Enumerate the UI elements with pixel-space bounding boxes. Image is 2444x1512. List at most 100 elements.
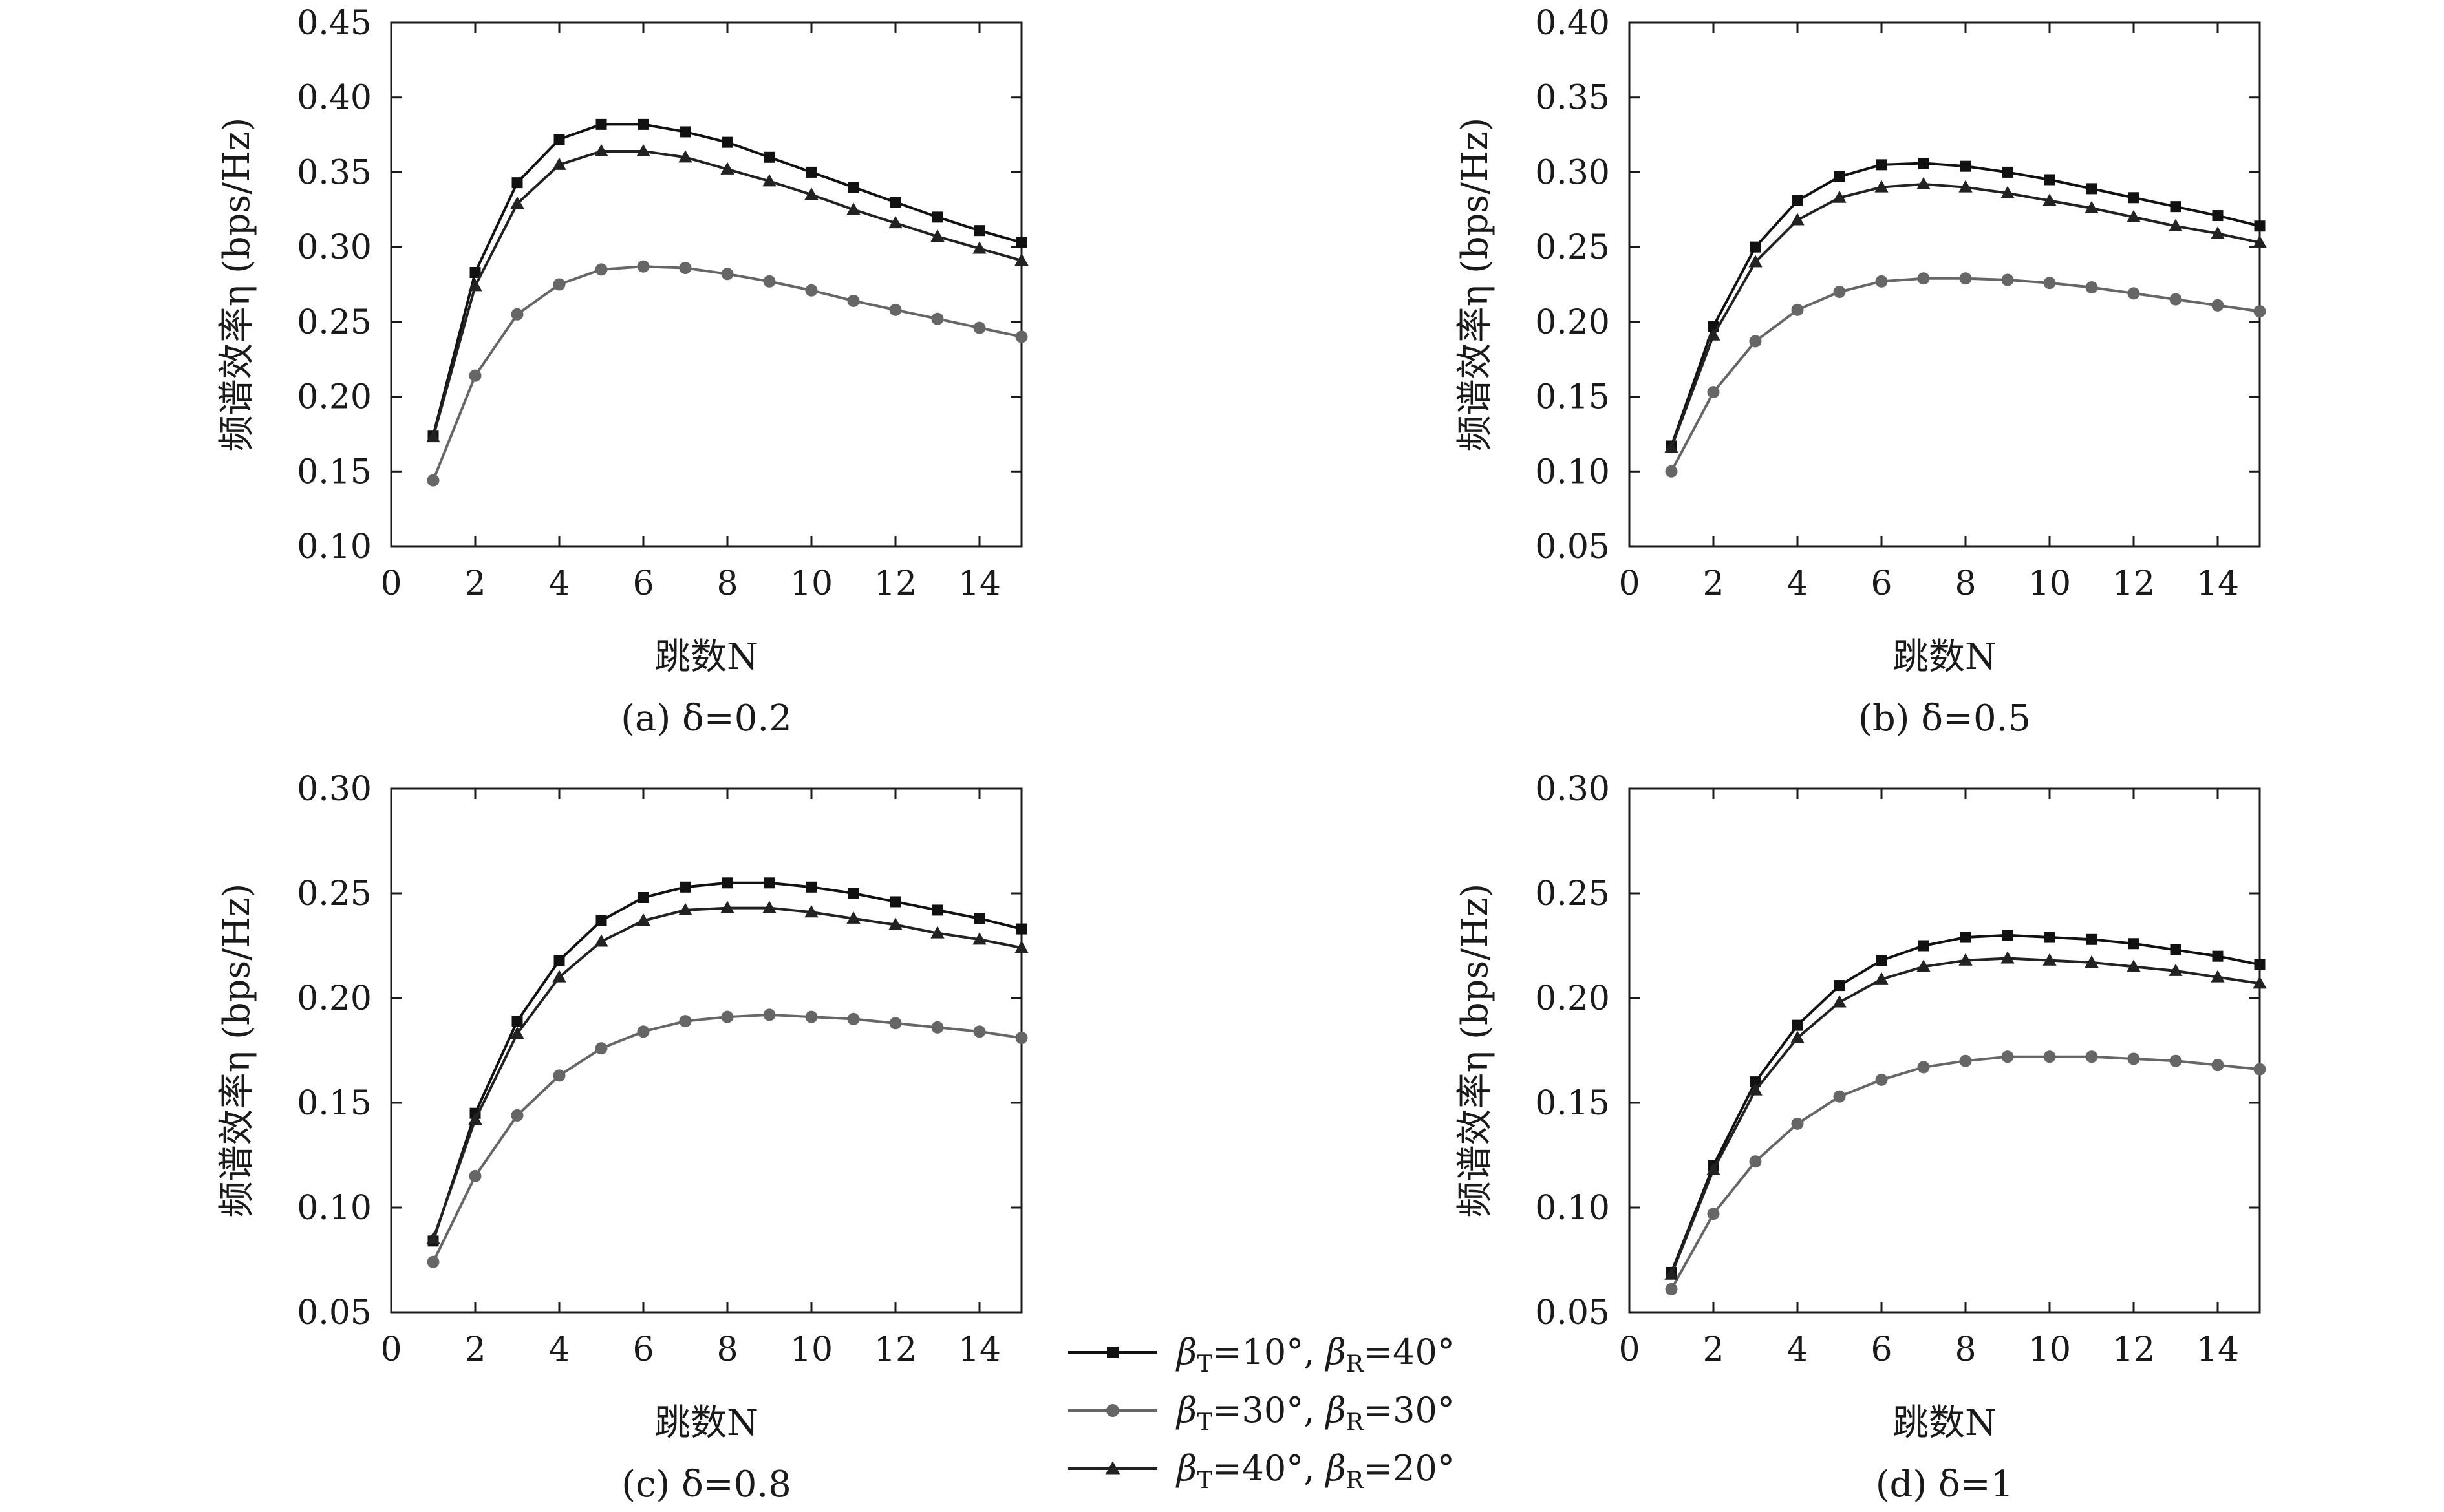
y-tick-label: 0.30: [1535, 153, 1610, 192]
data-point: [762, 900, 777, 913]
series-line: [432, 906, 1022, 1240]
data-point: [2085, 1050, 2098, 1063]
data-point: [1665, 1283, 1678, 1295]
chart-panel-a: 0.10 0.15 0.20 0.25 0.30 0.35 0.40 0.45 0 2 4 6 8 10 1…: [216, 4, 1029, 740]
series: [427, 260, 1028, 487]
data-point: [2253, 976, 2267, 989]
data-point: [2002, 166, 2013, 178]
data-point: [932, 904, 943, 916]
y-tick-label: 0.15: [297, 1084, 372, 1123]
series-line: [1670, 933, 2260, 1273]
x-axis-title: 跳数N: [1892, 1402, 1997, 1444]
subplot-caption: (a) δ=0.2: [621, 697, 792, 740]
subplot-caption: (d) δ=1: [1876, 1464, 2014, 1506]
subplot-caption: (c) δ=0.8: [621, 1464, 791, 1506]
y-tick-label: 0.25: [297, 303, 372, 342]
series-line: [432, 1013, 1022, 1263]
data-point: [1917, 272, 1930, 285]
data-point: [1834, 171, 1845, 182]
data-point: [2127, 959, 2141, 972]
data-point: [469, 266, 481, 278]
data-point: [2253, 305, 2266, 318]
data-point: [510, 196, 524, 209]
y-axis-title: 频谱效率η (bps/Hz): [216, 118, 258, 452]
data-point: [1706, 328, 1720, 341]
y-tick-label: 0.20: [297, 979, 372, 1018]
data-point: [1876, 159, 1887, 171]
data-point: [2169, 1054, 2182, 1067]
data-point: [972, 932, 987, 945]
data-point: [2170, 201, 2181, 213]
data-point: [511, 308, 524, 321]
y-tick-label: 0.10: [297, 527, 372, 566]
data-point: [722, 136, 733, 148]
data-point: [932, 211, 943, 223]
data-point: [847, 294, 860, 307]
x-tick-label: 2: [1702, 1330, 1724, 1369]
data-point: [553, 134, 565, 145]
series: [427, 1008, 1028, 1268]
data-point: [1875, 275, 1888, 288]
data-point: [930, 229, 945, 242]
chart-panel-b: 0.05 0.10 0.15 0.20 0.25 0.30 0.35 0.40 0 2 4 6 8 10 1…: [1454, 4, 2267, 740]
data-point: [1916, 959, 1931, 972]
y-tick-label: 0.35: [1535, 79, 1610, 118]
y-tick-label: 0.20: [1535, 979, 1610, 1018]
data-point: [552, 157, 566, 170]
y-tick-label: 0.30: [297, 770, 372, 809]
data-point: [2085, 955, 2099, 968]
data-point: [1832, 190, 1847, 203]
data-point: [2000, 186, 2015, 198]
data-point: [595, 915, 607, 926]
data-point: [1015, 1032, 1028, 1045]
data-point: [889, 1017, 902, 1030]
data-point: [2086, 933, 2097, 945]
y-tick-label: 0.15: [1535, 378, 1610, 417]
data-point: [1875, 1073, 1888, 1086]
y-tick-label: 0.05: [1535, 1294, 1610, 1332]
x-tick-label: 10: [2028, 564, 2071, 603]
data-point: [469, 1169, 482, 1182]
legend-entry: βT=30°, βR=30°: [1175, 1390, 1455, 1436]
data-point: [468, 1112, 482, 1125]
series: [427, 877, 1027, 1247]
data-point: [846, 911, 861, 924]
data-point: [638, 891, 649, 903]
data-point: [469, 369, 482, 382]
y-tick-label: 0.15: [1535, 1084, 1610, 1123]
data-point: [1791, 1117, 1804, 1130]
data-point: [1748, 255, 1763, 268]
data-point: [2127, 287, 2140, 300]
data-point: [1917, 1061, 1930, 1074]
legend-label: βT=30°, βR=30°: [1175, 1390, 1455, 1436]
x-tick-label: 12: [2112, 1330, 2155, 1369]
data-point: [804, 905, 819, 918]
x-tick-label: 14: [958, 1330, 1001, 1369]
data-point: [1958, 180, 1973, 193]
x-tick-label: 4: [548, 564, 570, 603]
data-point: [974, 913, 985, 924]
data-point: [1790, 213, 1805, 226]
data-point: [2001, 1050, 2014, 1063]
data-point: [2002, 930, 2013, 941]
x-tick-label: 10: [790, 564, 833, 603]
data-point: [2211, 299, 2224, 312]
data-point: [1750, 241, 1761, 253]
subplot-caption: (b) δ=0.5: [1858, 697, 2031, 740]
plot-frame: [1628, 787, 2261, 1314]
data-point: [2211, 1059, 2224, 1072]
x-tick-label: 2: [464, 564, 486, 603]
data-point: [2170, 944, 2181, 955]
data-point: [1016, 923, 1027, 935]
data-point: [848, 888, 859, 899]
data-point: [764, 877, 775, 889]
chart-panel-c: 0.05 0.10 0.15 0.20 0.25 0.30 0 2 4 6 8 10 12 14 跳数N 频谱…: [216, 770, 1029, 1506]
plot-frame: [390, 787, 1023, 1314]
chart-panel-d: 0.05 0.10 0.15 0.20 0.25 0.30 0 2 4 6 8 10 12 14 跳数N 频谱…: [1454, 770, 2267, 1506]
data-point: [764, 151, 775, 163]
data-point: [637, 1025, 650, 1038]
data-point: [678, 150, 692, 163]
legend: βT=10°, βR=40° βT=30°, βR=30° βT=40°, βR…: [1068, 1332, 1455, 1494]
x-tick-label: 8: [1955, 1330, 1976, 1369]
legend-label: βT=10°, βR=40°: [1175, 1332, 1455, 1378]
